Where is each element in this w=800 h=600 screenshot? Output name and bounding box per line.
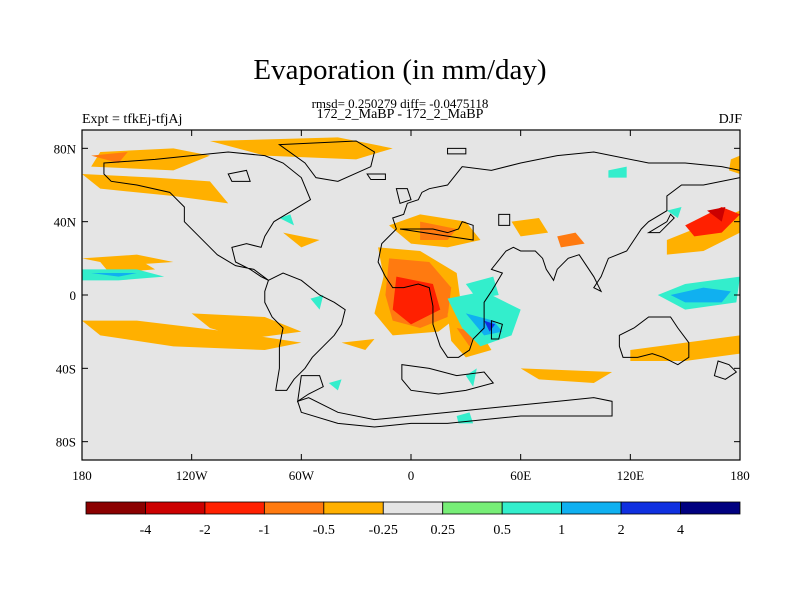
colorbar-label: -0.5 (313, 523, 335, 538)
coastline-greenland (277, 140, 376, 182)
filled-contours (82, 137, 740, 424)
x-tick-label: 60W (289, 468, 315, 483)
colorbar: -4 -2 -1 -0.5 -0.25 0.25 0.5 1 2 4 (85, 501, 741, 538)
contour-region-8 (341, 339, 375, 350)
coastline-british-isles (395, 188, 412, 204)
colorbar-swatch-8 (561, 501, 622, 515)
colorbar-swatch-5 (382, 501, 444, 515)
colorbar-label: 0.25 (430, 523, 455, 538)
colorbar-label: 2 (618, 523, 625, 538)
coastline-antarctic-peninsula-bay (401, 364, 495, 395)
coastline-arabia-gulf (399, 221, 474, 241)
contour-region-36 (666, 207, 682, 218)
colorbar-swatch-2 (204, 501, 265, 515)
coastline-madagascar (490, 319, 503, 340)
colorbar-label: 4 (677, 523, 684, 538)
x-tick-label: 0 (408, 468, 415, 483)
contour-region-6 (82, 320, 302, 350)
coastline-antarctica (297, 397, 613, 428)
coastline-arctic-island-2 (227, 169, 251, 182)
contour-region-3 (209, 137, 393, 160)
coastline-australia (618, 316, 690, 366)
colorbar-swatch-4 (323, 501, 384, 515)
contour-region-20 (707, 207, 726, 222)
coastline-west-antarctica (297, 375, 324, 403)
contour-region-13 (392, 276, 441, 325)
coastline-caspian (498, 213, 511, 226)
coastline-south-america (264, 272, 346, 391)
x-tick-label: 120E (617, 468, 645, 483)
axis-ticks: 180 120W 60W 0 60E 120E 180 80N 40N 0 40S 80S (54, 130, 750, 483)
contour-region-33 (279, 214, 295, 226)
season-label: DJF (718, 112, 742, 127)
y-tick-label: 40N (54, 215, 77, 230)
contour-region-23 (520, 368, 613, 383)
colorbar-label: -4 (140, 523, 152, 538)
experiment-label: Expt = tfkEj-tfjAj (82, 112, 183, 127)
x-tick-label: 180 (72, 468, 92, 483)
colorbar-label: 1 (558, 523, 565, 538)
contour-region-19 (685, 207, 740, 237)
contour-region-17 (557, 232, 585, 248)
y-tick-label: 80N (54, 141, 77, 156)
coastline-iceland (366, 173, 386, 180)
coastline-africa-eurasia (377, 151, 740, 358)
stats-line: rmsd= 0.250279 diff= -0.0475118 (311, 96, 489, 111)
colorbar-swatch-6 (442, 501, 503, 515)
colorbar-swatch-9 (620, 501, 681, 515)
colorbar-swatch-10 (680, 501, 741, 515)
contour-region-37 (456, 412, 474, 424)
contour-region-39 (328, 379, 342, 391)
colorbar-label: 0.5 (493, 523, 511, 538)
coastline-new-zealand (713, 360, 738, 380)
colorbar-label: -2 (199, 523, 211, 538)
colorbar-swatch-3 (263, 501, 325, 515)
map-title: Evaporation (in mm/day) (253, 54, 547, 86)
contour-region-26 (91, 273, 137, 277)
x-tick-label: 120W (176, 468, 209, 483)
x-tick-label: 180 (730, 468, 750, 483)
contour-region-1 (91, 152, 128, 163)
colorbar-label: -0.25 (369, 523, 398, 538)
colorbar-label: -1 (259, 523, 271, 538)
contour-region-31 (484, 320, 496, 332)
contour-region-7 (191, 313, 302, 339)
colorbar-swatch-1 (145, 501, 206, 515)
x-tick-label: 60E (510, 468, 531, 483)
coastline-arctic-island-1 (447, 147, 467, 155)
map-subtitle: 172_2_MaBP - 172_2_MaBP (316, 107, 484, 122)
y-tick-label: 40S (56, 361, 76, 376)
y-tick-label: 0 (70, 288, 77, 303)
contour-region-28 (670, 287, 731, 303)
colorbar-swatch-0 (85, 501, 146, 515)
colorbar-swatch-7 (501, 501, 563, 515)
contour-region-35 (608, 166, 627, 178)
coastline-japan (646, 213, 675, 234)
contour-region-16 (511, 218, 549, 237)
coastlines (103, 140, 740, 428)
y-tick-label: 80S (56, 435, 76, 450)
contour-region-4 (283, 232, 320, 248)
coastline-north-america (103, 151, 312, 281)
contour-region-22 (630, 335, 740, 361)
contour-region-34 (310, 295, 324, 310)
